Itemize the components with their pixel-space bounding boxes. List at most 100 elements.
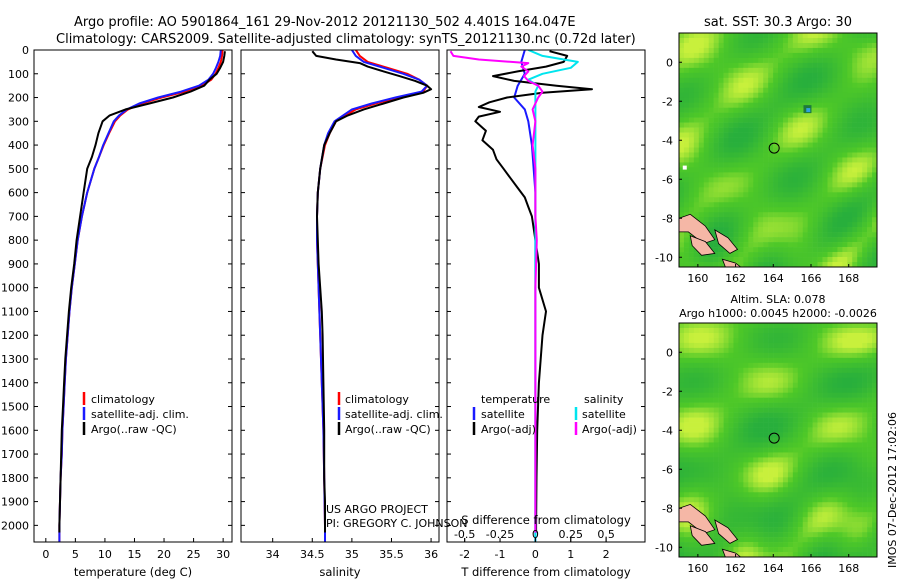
map-cell bbox=[703, 33, 709, 39]
map-cell bbox=[792, 397, 799, 403]
map-cell bbox=[688, 162, 695, 168]
map-cell bbox=[763, 482, 769, 488]
map-cell bbox=[792, 67, 799, 74]
map-cell bbox=[679, 42, 685, 49]
map-cell bbox=[852, 67, 858, 74]
y-tick-label: 0 bbox=[666, 56, 673, 69]
map-cell bbox=[693, 257, 700, 263]
map-cell bbox=[778, 192, 784, 198]
map-cell bbox=[817, 162, 823, 168]
map-cell bbox=[802, 87, 808, 94]
map-cell bbox=[679, 122, 685, 128]
map-cell bbox=[698, 477, 705, 483]
map-cell bbox=[872, 472, 877, 478]
map-cell bbox=[778, 482, 784, 488]
map-cell bbox=[872, 412, 877, 418]
map-cell bbox=[703, 162, 709, 168]
map-cell bbox=[688, 82, 695, 89]
map-cell bbox=[822, 462, 828, 468]
map-cell bbox=[797, 402, 804, 408]
side-credit: IMOS 07-Dec-2012 17:02:06 bbox=[886, 412, 899, 568]
map-cell bbox=[802, 327, 808, 334]
map-cell bbox=[738, 157, 744, 163]
map-cell bbox=[797, 42, 804, 49]
map-cell bbox=[822, 252, 828, 258]
map-cell bbox=[802, 137, 808, 143]
map-cell bbox=[862, 262, 868, 267]
map-cell bbox=[867, 217, 873, 223]
map-cell bbox=[688, 132, 695, 138]
map-cell bbox=[723, 222, 729, 228]
map-cell bbox=[679, 187, 685, 193]
map-cell bbox=[852, 532, 858, 538]
map-cell bbox=[792, 547, 799, 553]
map-cell bbox=[832, 252, 838, 258]
map-cell bbox=[698, 72, 705, 79]
map-cell bbox=[763, 407, 769, 413]
map-cell bbox=[693, 127, 700, 133]
map-cell bbox=[842, 82, 848, 89]
map-cell bbox=[812, 497, 818, 503]
y-tick-label: 1300 bbox=[1, 353, 29, 366]
map-cell bbox=[797, 372, 804, 379]
map-cell bbox=[723, 442, 729, 448]
map-cell bbox=[703, 132, 709, 138]
map-cell bbox=[802, 147, 808, 153]
map-cell bbox=[867, 357, 873, 364]
map-cell bbox=[807, 507, 813, 513]
map-cell bbox=[792, 117, 799, 123]
map-cell bbox=[698, 157, 705, 163]
map-cell bbox=[817, 187, 823, 193]
map-cell bbox=[718, 172, 724, 178]
map-cell bbox=[802, 457, 808, 463]
map-cell bbox=[827, 37, 833, 44]
map-cell bbox=[837, 157, 843, 163]
map-cell bbox=[867, 147, 873, 153]
map-cell bbox=[708, 352, 714, 359]
map-cell bbox=[683, 97, 690, 103]
map-cell bbox=[842, 147, 848, 153]
map-cell bbox=[748, 342, 754, 349]
map-cell bbox=[827, 232, 833, 238]
island-shape bbox=[689, 525, 716, 546]
map-cell bbox=[728, 72, 734, 79]
map-cell bbox=[812, 437, 818, 443]
map-cell bbox=[847, 337, 853, 344]
map-cell bbox=[822, 37, 828, 44]
map-cell bbox=[713, 507, 719, 513]
map-cell bbox=[703, 357, 709, 364]
map-cell bbox=[758, 92, 764, 99]
map-cell bbox=[872, 377, 877, 384]
map-cell bbox=[768, 357, 774, 364]
map-cell bbox=[847, 197, 853, 203]
map-cell bbox=[753, 532, 759, 538]
map-cell bbox=[703, 507, 709, 513]
map-cell bbox=[812, 357, 818, 364]
x-tick-label: 0 bbox=[532, 528, 539, 541]
map-cell bbox=[773, 172, 779, 178]
map-cell bbox=[683, 52, 690, 59]
map-cell bbox=[743, 152, 749, 158]
map-cell bbox=[778, 367, 784, 374]
map-cell bbox=[857, 242, 863, 248]
map-cell bbox=[723, 112, 729, 118]
map-cell bbox=[857, 257, 863, 263]
map-cell bbox=[713, 252, 719, 258]
map-cell bbox=[708, 412, 714, 418]
y-tick-label: 1800 bbox=[1, 472, 29, 485]
map-cell bbox=[743, 542, 749, 548]
map-cell bbox=[832, 157, 838, 163]
map-cell bbox=[703, 192, 709, 198]
map-cell bbox=[792, 367, 799, 374]
map-cell bbox=[827, 452, 833, 458]
map-cell bbox=[792, 197, 799, 203]
map-cell bbox=[867, 527, 873, 533]
map-cell bbox=[728, 42, 734, 49]
map-cell bbox=[782, 352, 789, 359]
map-cell bbox=[728, 472, 734, 478]
map-cell bbox=[763, 247, 769, 253]
map-cell bbox=[862, 517, 868, 523]
map-cell bbox=[842, 252, 848, 258]
map-cell bbox=[802, 462, 808, 468]
map-cell bbox=[842, 257, 848, 263]
